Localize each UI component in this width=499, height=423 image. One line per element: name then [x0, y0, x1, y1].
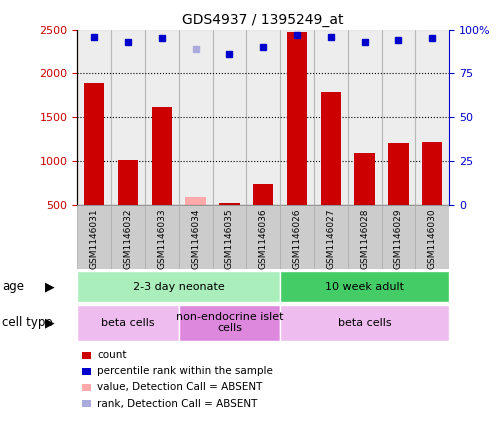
Bar: [280, 305, 449, 341]
Text: GSM1146035: GSM1146035: [225, 208, 234, 269]
Text: GSM1146027: GSM1146027: [326, 208, 335, 269]
Bar: [247, 205, 280, 269]
Bar: [247, 30, 280, 205]
Bar: [84, 83, 104, 205]
Bar: [145, 30, 179, 205]
Bar: [321, 92, 341, 205]
Bar: [186, 197, 206, 205]
Bar: [388, 143, 409, 205]
Text: GSM1146034: GSM1146034: [191, 208, 200, 269]
Bar: [382, 30, 415, 205]
Text: 10 week adult: 10 week adult: [325, 282, 404, 291]
Text: GSM1146030: GSM1146030: [428, 208, 437, 269]
Bar: [348, 30, 382, 205]
Bar: [287, 32, 307, 205]
Bar: [314, 30, 348, 205]
Bar: [219, 203, 240, 205]
Bar: [77, 30, 111, 205]
Bar: [111, 205, 145, 269]
Text: age: age: [2, 280, 24, 293]
Text: GSM1146029: GSM1146029: [394, 208, 403, 269]
Bar: [77, 305, 179, 341]
Bar: [280, 30, 314, 205]
Bar: [354, 154, 375, 205]
Text: GSM1146028: GSM1146028: [360, 208, 369, 269]
Title: GDS4937 / 1395249_at: GDS4937 / 1395249_at: [183, 13, 344, 27]
Text: GSM1146026: GSM1146026: [292, 208, 301, 269]
Bar: [77, 205, 111, 269]
Bar: [348, 205, 382, 269]
Text: GSM1146033: GSM1146033: [157, 208, 166, 269]
Bar: [152, 107, 172, 205]
Bar: [179, 205, 213, 269]
Bar: [111, 30, 145, 205]
Bar: [77, 271, 280, 302]
Text: GSM1146036: GSM1146036: [258, 208, 268, 269]
Text: cell type: cell type: [2, 316, 53, 329]
Text: ▶: ▶: [45, 280, 55, 293]
Bar: [179, 30, 213, 205]
Text: non-endocrine islet
cells: non-endocrine islet cells: [176, 312, 283, 333]
Text: beta cells: beta cells: [338, 318, 391, 327]
Bar: [415, 30, 449, 205]
Text: 2-3 day neonate: 2-3 day neonate: [133, 282, 225, 291]
Text: percentile rank within the sample: percentile rank within the sample: [97, 366, 273, 376]
Text: value, Detection Call = ABSENT: value, Detection Call = ABSENT: [97, 382, 262, 393]
Bar: [314, 205, 348, 269]
Bar: [145, 205, 179, 269]
Bar: [118, 159, 138, 205]
Bar: [382, 205, 415, 269]
Bar: [422, 142, 442, 205]
Bar: [179, 305, 280, 341]
Bar: [253, 184, 273, 205]
Text: rank, Detection Call = ABSENT: rank, Detection Call = ABSENT: [97, 398, 257, 409]
Text: beta cells: beta cells: [101, 318, 155, 327]
Bar: [213, 205, 247, 269]
Text: ▶: ▶: [45, 316, 55, 329]
Text: GSM1146032: GSM1146032: [124, 208, 133, 269]
Bar: [213, 30, 247, 205]
Bar: [415, 205, 449, 269]
Text: GSM1146031: GSM1146031: [90, 208, 99, 269]
Bar: [280, 271, 449, 302]
Text: count: count: [97, 350, 127, 360]
Bar: [280, 205, 314, 269]
